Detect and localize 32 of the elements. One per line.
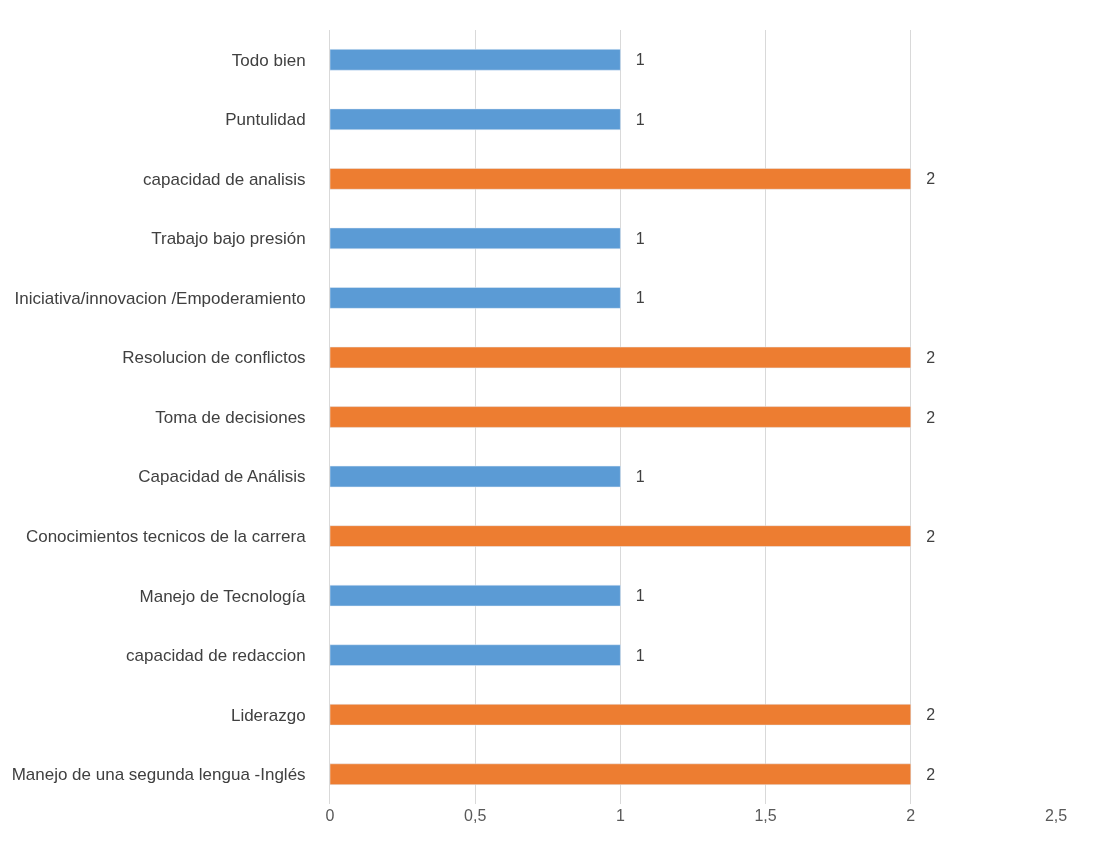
data-label: 1	[623, 646, 645, 664]
data-label: 2	[913, 527, 936, 545]
data-label: 2	[913, 348, 936, 366]
data-label: 2	[913, 765, 936, 783]
y-tick-label: Toma de decisiones	[155, 407, 306, 427]
x-tick-label: 0	[325, 807, 335, 824]
x-tick-label: 1	[615, 807, 625, 824]
x-tick-label: 1,5	[754, 807, 777, 824]
data-label: 1	[623, 110, 645, 128]
x-tick-label: 0,5	[464, 807, 487, 824]
y-tick-label: capacidad de analisis	[143, 169, 306, 189]
y-tick-label: Todo bien	[231, 50, 306, 70]
y-tick-label: Resolucion de conflictos	[122, 348, 306, 368]
y-tick-label: capacidad de redaccion	[126, 646, 306, 666]
data-label: 1	[623, 229, 645, 247]
x-tick-label: 2,5	[1044, 807, 1068, 824]
data-label: 1	[623, 51, 645, 69]
data-label: 2	[913, 170, 936, 188]
y-tick-label: Puntulidad	[225, 110, 306, 130]
y-tick-label: Manejo de Tecnología	[139, 586, 307, 606]
data-label: 2	[913, 706, 936, 724]
y-tick-label: Manejo de una segunda lengua -Inglés	[11, 765, 306, 785]
x-tick-label: 2	[906, 807, 916, 824]
data-label: 1	[623, 587, 645, 605]
y-tick-label: Liderazgo	[230, 705, 306, 725]
data-label: 2	[913, 408, 936, 426]
y-tick-label: Trabajo bajo presión	[151, 229, 306, 249]
data-label: 1	[623, 468, 645, 486]
y-tick-label: Conocimientos tecnicos de la carrera	[25, 527, 307, 547]
data-label: 1	[623, 289, 645, 307]
y-tick-label: Capacidad de Análisis	[138, 467, 306, 487]
y-tick-label: Iniciativa/innovacion /Empoderamiento	[14, 288, 306, 308]
